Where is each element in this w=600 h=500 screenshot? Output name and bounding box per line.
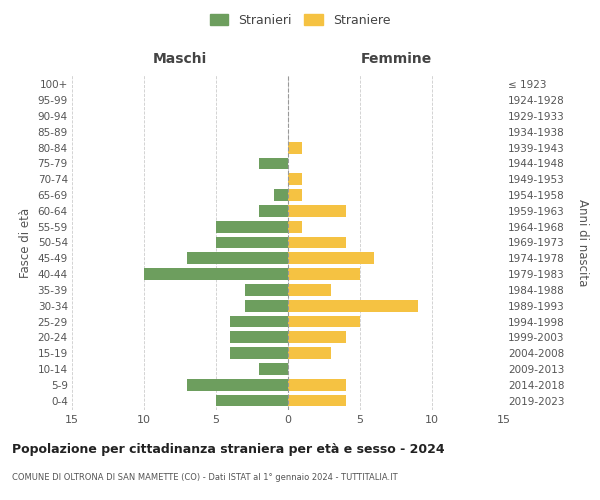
Bar xyxy=(288,205,346,217)
Bar xyxy=(288,174,302,185)
Bar xyxy=(288,189,302,201)
Text: COMUNE DI OLTRONA DI SAN MAMETTE (CO) - Dati ISTAT al 1° gennaio 2024 - TUTTITAL: COMUNE DI OLTRONA DI SAN MAMETTE (CO) - … xyxy=(12,472,398,482)
Bar xyxy=(216,394,288,406)
Bar xyxy=(245,284,288,296)
Bar xyxy=(288,332,346,343)
Bar xyxy=(187,252,288,264)
Bar xyxy=(288,284,331,296)
Bar xyxy=(274,189,288,201)
Bar xyxy=(288,268,360,280)
Bar xyxy=(259,363,288,375)
Y-axis label: Fasce di età: Fasce di età xyxy=(19,208,32,278)
Bar xyxy=(288,394,346,406)
Text: Popolazione per cittadinanza straniera per età e sesso - 2024: Popolazione per cittadinanza straniera p… xyxy=(12,442,445,456)
Bar xyxy=(288,221,302,232)
Bar xyxy=(216,236,288,248)
Bar xyxy=(187,379,288,390)
Text: Maschi: Maschi xyxy=(153,52,207,66)
Bar xyxy=(288,142,302,154)
Text: Femmine: Femmine xyxy=(361,52,431,66)
Bar xyxy=(144,268,288,280)
Bar xyxy=(230,332,288,343)
Bar xyxy=(259,205,288,217)
Bar xyxy=(288,236,346,248)
Bar xyxy=(288,300,418,312)
Legend: Stranieri, Straniere: Stranieri, Straniere xyxy=(205,8,395,32)
Bar xyxy=(259,158,288,170)
Bar xyxy=(230,316,288,328)
Y-axis label: Anni di nascita: Anni di nascita xyxy=(576,199,589,286)
Bar xyxy=(230,347,288,359)
Bar xyxy=(288,379,346,390)
Bar xyxy=(245,300,288,312)
Bar xyxy=(216,221,288,232)
Bar xyxy=(288,347,331,359)
Bar xyxy=(288,252,374,264)
Bar xyxy=(288,316,360,328)
